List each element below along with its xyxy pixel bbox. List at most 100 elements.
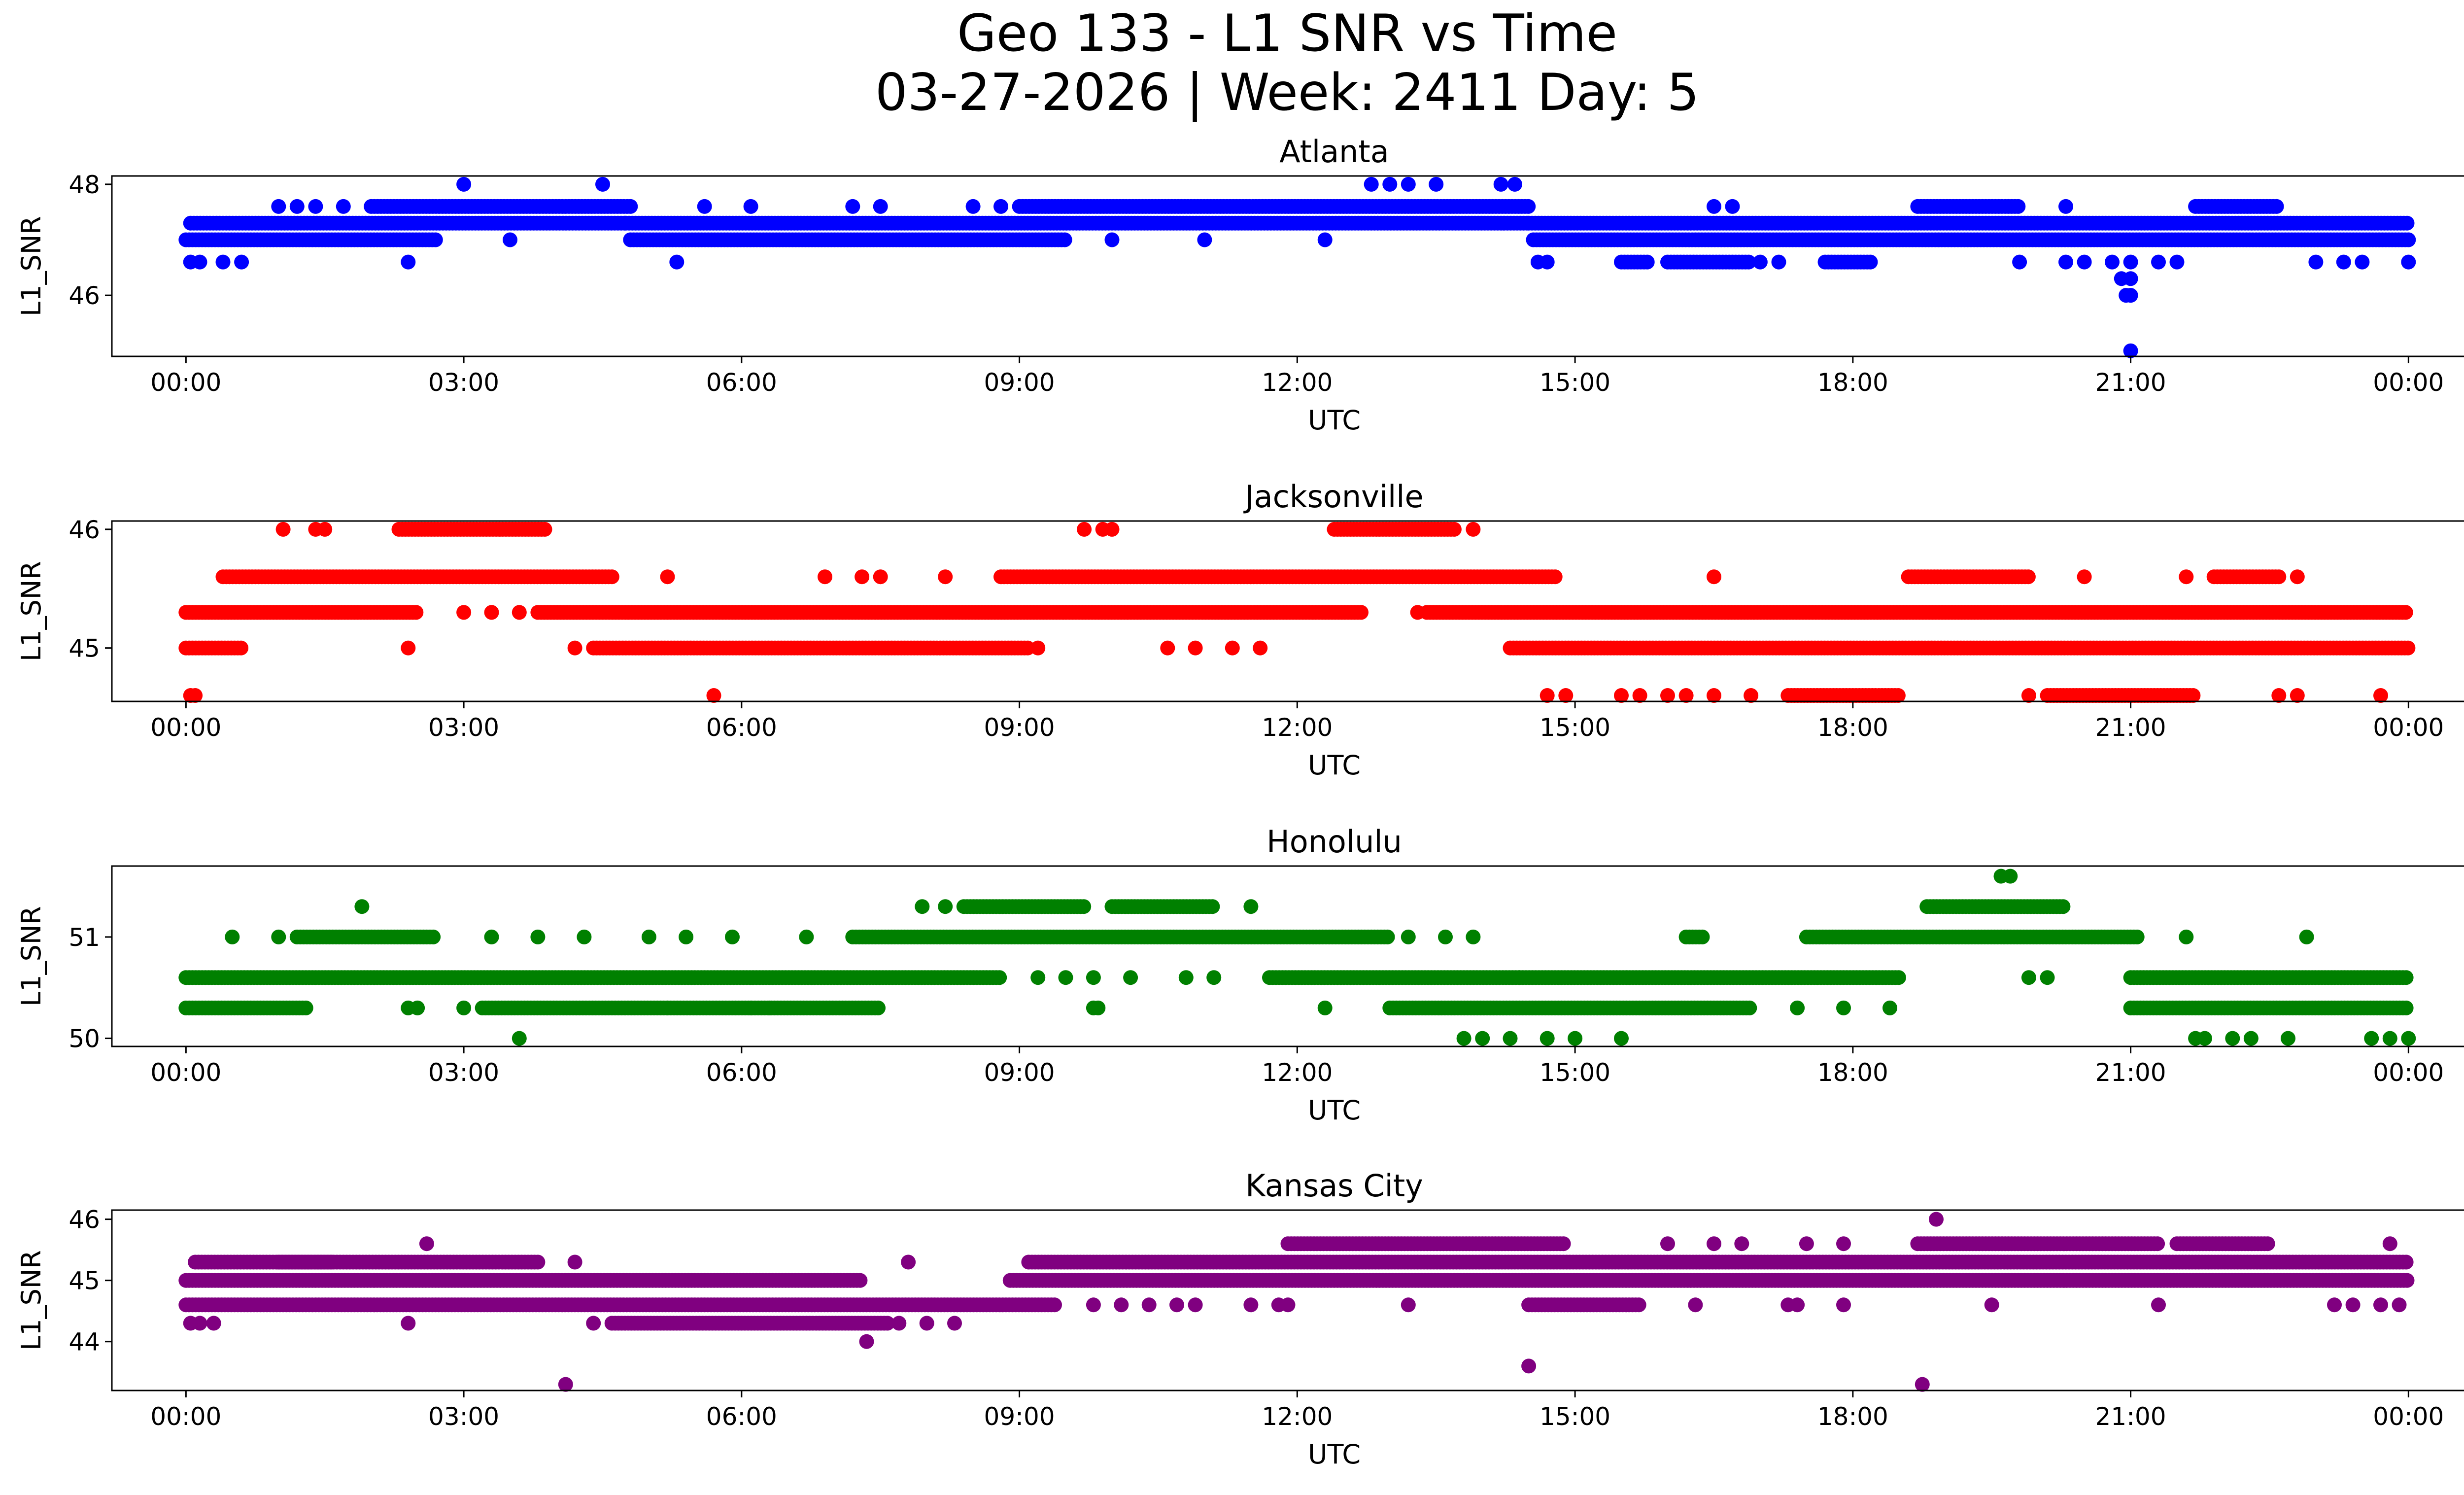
panel-1-x-tick-label: 00:00 bbox=[2373, 713, 2444, 742]
data-point bbox=[354, 899, 370, 914]
data-point bbox=[855, 569, 870, 585]
data-point bbox=[1475, 1031, 1490, 1046]
panel-1-y-tick-label: 46 bbox=[68, 516, 100, 544]
data-point bbox=[1076, 899, 1092, 914]
data-point bbox=[1836, 1000, 1851, 1015]
data-point bbox=[401, 640, 416, 656]
data-point bbox=[1707, 569, 1721, 585]
data-point bbox=[2281, 1031, 2295, 1046]
data-point bbox=[1507, 176, 1522, 192]
data-point bbox=[2179, 569, 2194, 585]
data-point bbox=[2114, 271, 2129, 286]
data-point bbox=[2151, 254, 2166, 270]
data-point bbox=[660, 569, 675, 585]
data-point bbox=[623, 199, 638, 214]
data-point bbox=[298, 1000, 313, 1015]
data-point bbox=[993, 199, 1008, 214]
data-point bbox=[1380, 929, 1395, 944]
data-point bbox=[641, 929, 656, 944]
data-point bbox=[1160, 640, 1175, 656]
panel-2-x-axis-label: UTC bbox=[1308, 1095, 1361, 1126]
data-point bbox=[2055, 899, 2071, 914]
data-point bbox=[799, 929, 814, 944]
data-point bbox=[853, 1273, 868, 1288]
panel-2-x-tick-label: 18:00 bbox=[1817, 1058, 1888, 1087]
panel-1-x-axis-label: UTC bbox=[1308, 750, 1361, 781]
panel-0-title: Atlanta bbox=[1279, 134, 1389, 170]
panel-1-title: Jacksonville bbox=[1243, 479, 1423, 515]
data-point bbox=[512, 1031, 527, 1046]
data-point bbox=[1243, 899, 1259, 914]
data-point bbox=[992, 970, 1007, 985]
data-point bbox=[484, 929, 499, 944]
data-point bbox=[915, 899, 930, 914]
data-point bbox=[1547, 569, 1563, 585]
data-point bbox=[2398, 970, 2414, 985]
data-point bbox=[1466, 929, 1481, 944]
panel-0-x-tick-label: 00:00 bbox=[2373, 368, 2444, 397]
figure-title-line1: Geo 133 - L1 SNR vs Time bbox=[957, 4, 1617, 63]
data-point bbox=[1030, 640, 1046, 656]
panel-3-title: Kansas City bbox=[1245, 1168, 1423, 1204]
data-point bbox=[2169, 254, 2185, 270]
data-point bbox=[1752, 254, 1768, 270]
panel-2-y-tick-label: 51 bbox=[68, 923, 100, 952]
data-point bbox=[2040, 970, 2055, 985]
data-point bbox=[1086, 970, 1101, 985]
data-point bbox=[2243, 1031, 2259, 1046]
data-point bbox=[871, 1000, 886, 1015]
data-point bbox=[1695, 929, 1710, 944]
data-point bbox=[1123, 970, 1138, 985]
data-point bbox=[1317, 1000, 1333, 1015]
data-point bbox=[1640, 254, 1655, 270]
data-point bbox=[1401, 176, 1416, 192]
data-point bbox=[530, 929, 546, 944]
data-point bbox=[2119, 288, 2134, 303]
data-point bbox=[1771, 254, 1786, 270]
data-point bbox=[275, 522, 291, 537]
data-point bbox=[1206, 970, 1222, 985]
panel-0-x-tick-label: 03:00 bbox=[428, 368, 499, 397]
panel-0-x-tick-label: 18:00 bbox=[1817, 368, 1888, 397]
data-point bbox=[1863, 254, 1878, 270]
data-point bbox=[234, 254, 249, 270]
data-point bbox=[577, 929, 592, 944]
data-point bbox=[1253, 640, 1268, 656]
panel-0-x-tick-label: 12:00 bbox=[1262, 368, 1333, 397]
data-point bbox=[2197, 1031, 2212, 1046]
data-point bbox=[697, 199, 712, 214]
panel-0-axes-frame bbox=[111, 175, 2464, 357]
panel-1-x-tick-label: 06:00 bbox=[706, 713, 777, 742]
panel-0-y-tick-label: 46 bbox=[68, 281, 100, 310]
panel-1-data-points bbox=[178, 522, 2416, 703]
data-point bbox=[679, 929, 694, 944]
panel-1-x-tick-label: 03:00 bbox=[428, 713, 499, 742]
data-point bbox=[1446, 522, 1462, 537]
data-point bbox=[1057, 232, 1072, 247]
panel-2-x-tick-label: 12:00 bbox=[1262, 1058, 1333, 1087]
data-point bbox=[215, 254, 231, 270]
data-point bbox=[289, 199, 305, 214]
data-point bbox=[725, 929, 740, 944]
data-point bbox=[2336, 254, 2351, 270]
data-point bbox=[456, 1000, 472, 1015]
data-point bbox=[2398, 605, 2413, 620]
data-point bbox=[2129, 929, 2145, 944]
data-point bbox=[336, 199, 351, 214]
data-point bbox=[2058, 254, 2073, 270]
panel-1-y-tick-label: 45 bbox=[68, 634, 100, 663]
panel-1-x-tick-label: 15:00 bbox=[1540, 713, 1610, 742]
panel-0-x-tick-label: 06:00 bbox=[706, 368, 777, 397]
data-point bbox=[1503, 1031, 1518, 1046]
data-point bbox=[537, 522, 552, 537]
panel-0-x-tick-label: 15:00 bbox=[1540, 368, 1610, 397]
data-point bbox=[1568, 1031, 1583, 1046]
data-point bbox=[2123, 343, 2138, 358]
panel-0-x-axis-label: UTC bbox=[1308, 405, 1361, 436]
data-point bbox=[317, 522, 333, 537]
data-point bbox=[1707, 199, 1721, 214]
data-point bbox=[456, 176, 472, 192]
data-point bbox=[456, 605, 472, 620]
